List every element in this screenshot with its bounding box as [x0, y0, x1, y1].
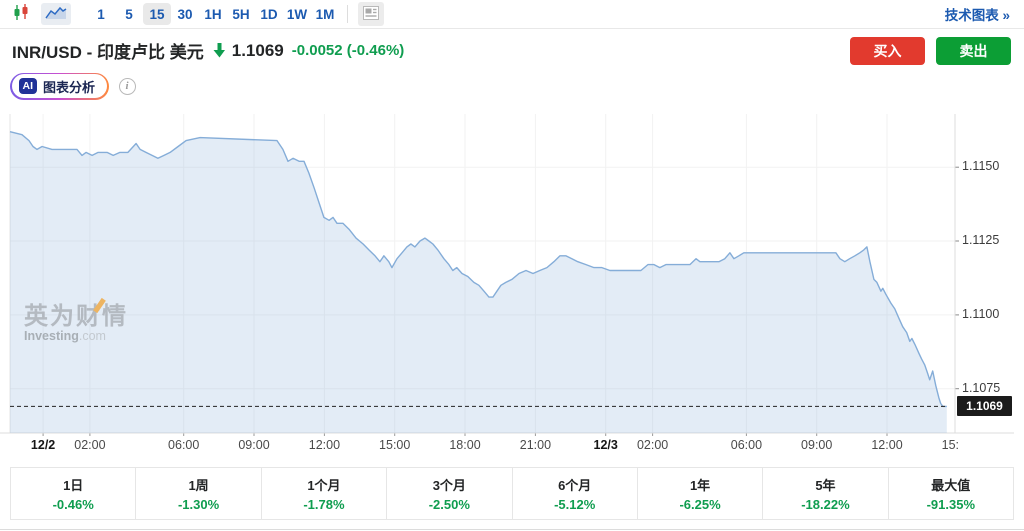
news-layout-icon — [363, 5, 379, 23]
x-axis-time-label: 18:00 — [449, 438, 481, 452]
timeframe-1h[interactable]: 1H — [199, 3, 227, 25]
timeframe-15[interactable]: 15 — [143, 3, 171, 25]
price-down-arrow-icon — [213, 43, 226, 58]
x-axis-time-label: 06:00 — [730, 438, 763, 452]
x-axis-time-label: 06:00 — [168, 438, 200, 452]
perf-change-value: -91.35% — [926, 497, 976, 512]
perf-change-value: -2.50% — [428, 497, 470, 512]
chart-toolbar: 1 5 15 30 1H 5H 1D 1W 1M 技术图表 » — [0, 0, 1024, 29]
perf-period-label: 5年 — [815, 478, 836, 493]
perf-cell-5[interactable]: 1年 -6.25% — [638, 468, 764, 519]
performance-bar: 1日 -0.46% 1周 -1.30% 1个月 -1.78% 3个月 -2.50% 6个月 -5.… — [10, 467, 1014, 520]
x-axis-time-label: 15:00 — [941, 438, 958, 452]
x-axis-time-label: 15:00 — [379, 438, 411, 452]
perf-cell-1[interactable]: 1周 -1.30% — [136, 468, 262, 519]
sell-button[interactable]: 卖出 — [936, 36, 1011, 65]
perf-change-value: -6.25% — [679, 497, 721, 512]
timeframe-30[interactable]: 30 — [171, 3, 199, 25]
perf-period-label: 1年 — [689, 478, 711, 493]
perf-change-value: -1.78% — [303, 497, 345, 512]
candlestick-chart-button[interactable] — [12, 3, 31, 25]
perf-period-label: 最大值 — [931, 478, 971, 493]
x-axis-time-label: 12:00 — [871, 438, 903, 452]
x-axis-time-label: 21:00 — [519, 438, 552, 452]
perf-change-value: -0.46% — [52, 497, 94, 512]
price-change: -0.0052 (-0.46%) — [291, 42, 405, 59]
timeframe-1d[interactable]: 1D — [255, 3, 283, 25]
perf-cell-6[interactable]: 5年 -18.22% — [763, 468, 889, 519]
instrument-header: INR/USD - 印度卢比 美元 1.1069 -0.0052 (-0.46%… — [0, 29, 1024, 72]
perf-period-label: 6个月 — [558, 478, 592, 493]
perf-period-label: 1个月 — [307, 478, 341, 493]
x-axis-date-label: 12/3 — [593, 438, 618, 452]
perf-cell-3[interactable]: 3个月 -2.50% — [387, 468, 513, 519]
perf-period-label: 3个月 — [432, 478, 466, 493]
y-axis-label: 1.1125 — [962, 233, 1000, 247]
x-axis-time-label: 09:00 — [238, 438, 270, 452]
buy-button[interactable]: 买入 — [850, 36, 925, 65]
info-icon[interactable]: i — [118, 77, 136, 95]
x-axis-time-label: 12:00 — [308, 438, 341, 452]
toolbar-divider — [347, 5, 348, 23]
timeframe-1m[interactable]: 1M — [311, 3, 339, 25]
perf-cell-2[interactable]: 1个月 -1.78% — [262, 468, 388, 519]
perf-change-value: -5.12% — [554, 497, 596, 512]
news-layout-button[interactable] — [358, 2, 384, 26]
x-axis: 12/2 02:00 06:00 09:00 12:00 15:00 18:00 21:00 1… — [0, 438, 958, 455]
area-chart-canvas[interactable] — [0, 114, 1024, 436]
page-bottom-divider — [0, 529, 1024, 530]
pair-title: INR/USD - 印度卢比 美元 — [12, 43, 204, 62]
ai-analysis-row: AI 图表分析 i — [0, 72, 1024, 100]
timeframe-5[interactable]: 5 — [115, 3, 143, 25]
price-chart[interactable]: 英为财情 Investing.com 1.1150 1.1125 1.1100 1.1… — [0, 100, 1024, 455]
x-axis-date-label: 12/2 — [30, 438, 56, 452]
perf-change-value: -18.22% — [801, 497, 850, 512]
technical-chart-link[interactable]: 技术图表 » — [944, 8, 1010, 23]
perf-cell-4[interactable]: 6个月 -5.12% — [513, 468, 638, 519]
y-axis-label: 1.1075 — [962, 380, 1001, 395]
timeframe-group: 1 5 15 30 1H 5H 1D 1W 1M — [87, 3, 339, 25]
ai-analysis-label: 图表分析 — [43, 79, 96, 95]
timeframe-5h[interactable]: 5H — [227, 3, 255, 25]
timeframe-1w[interactable]: 1W — [283, 3, 311, 25]
area-chart-button[interactable] — [41, 3, 71, 25]
ai-chart-analysis-button[interactable]: AI 图表分析 — [10, 72, 109, 100]
last-price-tag: 1.1069 — [957, 396, 1012, 417]
timeframe-1[interactable]: 1 — [87, 3, 115, 25]
x-axis-time-label: 02:00 — [636, 438, 669, 452]
perf-change-value: -1.30% — [177, 497, 220, 512]
x-axis-time-label: 09:00 — [801, 438, 833, 452]
perf-period-label: 1周 — [188, 478, 209, 493]
y-axis-label: 1.1100 — [962, 306, 1000, 321]
perf-cell-7[interactable]: 最大值 -91.35% — [889, 468, 1013, 519]
area-chart-icon — [44, 5, 68, 24]
perf-cell-0[interactable]: 1日 -0.46% — [11, 468, 137, 519]
last-price: 1.1069 — [231, 40, 284, 60]
candlestick-icon — [12, 3, 31, 25]
ai-badge: AI — [18, 78, 37, 94]
y-axis-label: 1.1150 — [962, 159, 1000, 174]
perf-period-label: 1日 — [63, 478, 84, 493]
x-axis-time-label: 02:00 — [74, 438, 106, 452]
